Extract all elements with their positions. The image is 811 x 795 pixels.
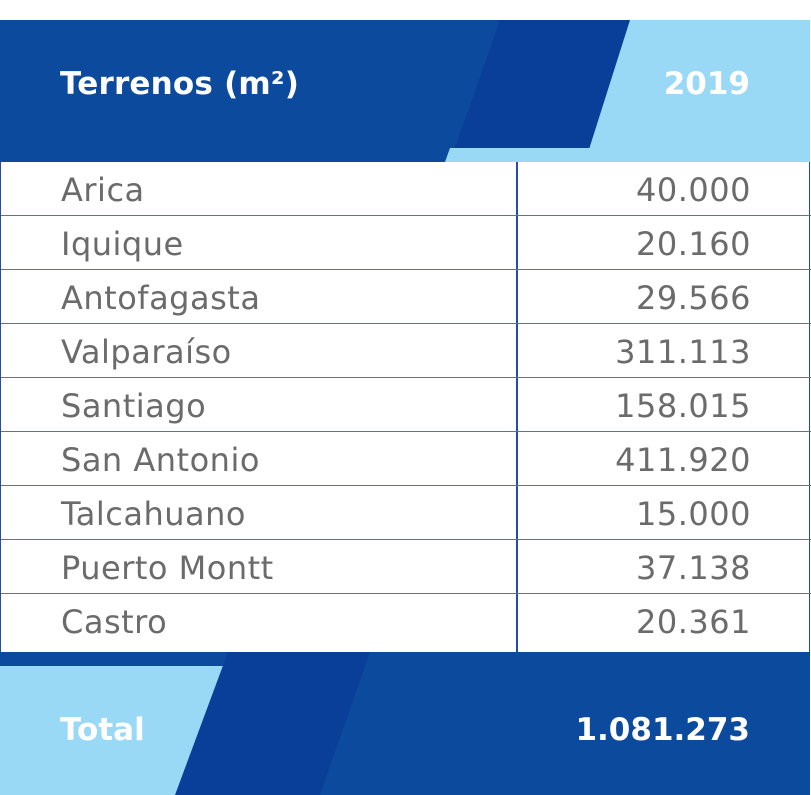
- row-separator: [1, 430, 811, 432]
- header-title: Terrenos (m²): [60, 66, 300, 102]
- row-value: 37.138: [636, 549, 751, 587]
- row-name: Valparaíso: [61, 333, 232, 371]
- table-row: San Antonio 411.920: [1, 432, 811, 486]
- row-value: 158.015: [615, 387, 751, 425]
- row-name: Santiago: [61, 387, 207, 425]
- row-value: 411.920: [615, 441, 751, 479]
- row-separator: [1, 538, 811, 540]
- header-background: [0, 20, 810, 162]
- header-year: 2019: [663, 66, 750, 102]
- land-table: Terrenos (m²) 2019 Arica 40.000 Iquique …: [0, 20, 811, 795]
- column-divider: [516, 162, 518, 652]
- total-value: 1.081.273: [575, 712, 750, 748]
- row-separator: [1, 376, 811, 378]
- row-name: Castro: [61, 603, 168, 641]
- row-value: 311.113: [615, 333, 751, 371]
- row-name: Antofagasta: [61, 279, 261, 317]
- table-row: Arica 40.000: [1, 162, 811, 216]
- footer-background: [0, 652, 810, 795]
- table-footer: Total 1.081.273: [0, 652, 810, 795]
- table-row: Valparaíso 311.113: [1, 324, 811, 378]
- row-separator: [1, 484, 811, 486]
- table-row: Castro 20.361: [1, 594, 811, 648]
- row-value: 20.361: [636, 603, 751, 641]
- row-value: 29.566: [636, 279, 751, 317]
- row-name: San Antonio: [61, 441, 260, 479]
- row-name: Arica: [61, 171, 145, 209]
- table-body: Arica 40.000 Iquique 20.160 Antofagasta …: [0, 162, 811, 652]
- table-row: Iquique 20.160: [1, 216, 811, 270]
- row-value: 40.000: [636, 171, 751, 209]
- table-header: Terrenos (m²) 2019: [0, 20, 810, 162]
- row-name: Talcahuano: [61, 495, 246, 533]
- row-name: Puerto Montt: [61, 549, 274, 587]
- row-separator: [1, 592, 811, 594]
- total-label: Total: [60, 712, 145, 748]
- table-row: Puerto Montt 37.138: [1, 540, 811, 594]
- row-separator: [1, 268, 811, 270]
- table-row: Antofagasta 29.566: [1, 270, 811, 324]
- table-row: Santiago 158.015: [1, 378, 811, 432]
- row-value: 20.160: [636, 225, 751, 263]
- row-separator: [1, 214, 811, 216]
- row-value: 15.000: [636, 495, 751, 533]
- row-name: Iquique: [61, 225, 184, 263]
- row-separator: [1, 322, 811, 324]
- table-row: Talcahuano 15.000: [1, 486, 811, 540]
